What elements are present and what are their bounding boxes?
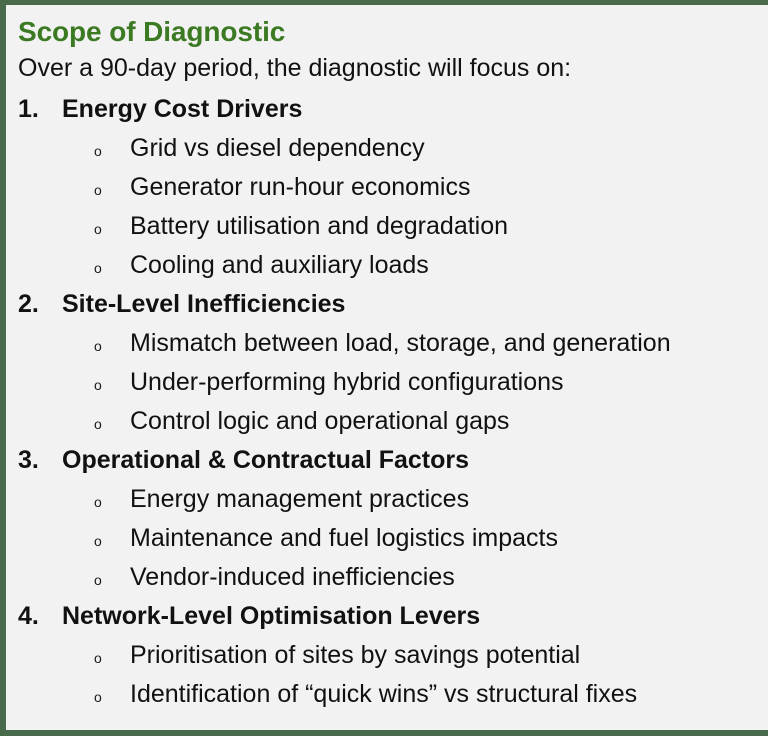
intro-text: Over a 90-day period, the diagnostic wil… bbox=[18, 53, 572, 82]
list-item: o Identification of “quick wins” vs struc… bbox=[18, 675, 764, 714]
circle-bullet-icon: o bbox=[94, 532, 102, 549]
list-item: o Energy management practices bbox=[18, 480, 764, 519]
list-item-label: Maintenance and fuel logistics impacts bbox=[130, 523, 559, 552]
list-item-label: Under-performing hybrid configurations bbox=[130, 367, 564, 396]
circle-bullet-icon: o bbox=[94, 259, 102, 276]
section-sub-list: o Prioritisation of sites by savings pote… bbox=[18, 636, 764, 714]
circle-bullet-icon: o bbox=[94, 415, 102, 432]
outline-section: 4. Network-Level Optimisation Levers o Prio… bbox=[18, 597, 764, 714]
section-heading: 2. Site-Level Inefficiencies bbox=[18, 285, 764, 324]
scope-outline-list: 1. Energy Cost Drivers o Grid vs diesel dep… bbox=[18, 90, 764, 714]
list-item-label: Energy management practices bbox=[130, 484, 470, 513]
list-item: o Grid vs diesel dependency bbox=[18, 129, 764, 168]
circle-bullet-icon: o bbox=[94, 688, 102, 705]
section-number: 4. bbox=[18, 601, 39, 630]
section-heading-label: Energy Cost Drivers bbox=[62, 94, 303, 123]
slide-content: Scope of Diagnostic Over a 90-day period… bbox=[6, 16, 768, 714]
section-sub-list: o Grid vs diesel dependency o Generator run… bbox=[18, 129, 764, 285]
section-heading: 3. Operational & Contractual Factors bbox=[18, 441, 764, 480]
list-item-label: Identification of “quick wins” vs struct… bbox=[130, 679, 638, 708]
section-number: 3. bbox=[18, 445, 39, 474]
circle-bullet-icon: o bbox=[94, 376, 102, 393]
list-item-label: Generator run-hour economics bbox=[130, 172, 471, 201]
list-item: o Vendor-induced inefficiencies bbox=[18, 558, 764, 597]
circle-bullet-icon: o bbox=[94, 571, 102, 588]
list-item-label: Grid vs diesel dependency bbox=[130, 133, 425, 162]
section-sub-list: o Mismatch between load, storage, and gen… bbox=[18, 324, 764, 441]
list-item-label: Vendor-induced inefficiencies bbox=[130, 562, 455, 591]
circle-bullet-icon: o bbox=[94, 220, 102, 237]
list-item: o Maintenance and fuel logistics impacts bbox=[18, 519, 764, 558]
list-item: o Battery utilisation and degradation bbox=[18, 207, 764, 246]
section-number: 2. bbox=[18, 289, 39, 318]
list-item-label: Battery utilisation and degradation bbox=[130, 211, 509, 240]
circle-bullet-icon: o bbox=[94, 649, 102, 666]
outline-section: 3. Operational & Contractual Factors o Ener… bbox=[18, 441, 764, 597]
list-item: o Control logic and operational gaps bbox=[18, 402, 764, 441]
list-item: o Prioritisation of sites by savings pote… bbox=[18, 636, 764, 675]
circle-bullet-icon: o bbox=[94, 493, 102, 510]
outline-section: 1. Energy Cost Drivers o Grid vs diesel dep… bbox=[18, 90, 764, 285]
section-number: 1. bbox=[18, 94, 39, 123]
list-item-label: Prioritisation of sites by savings poten… bbox=[130, 640, 581, 669]
circle-bullet-icon: o bbox=[94, 181, 102, 198]
section-heading-label: Network-Level Optimisation Levers bbox=[62, 601, 481, 630]
section-heading: 1. Energy Cost Drivers bbox=[18, 90, 764, 129]
circle-bullet-icon: o bbox=[94, 142, 102, 159]
list-item-label: Mismatch between load, storage, and gene… bbox=[130, 328, 671, 357]
list-item: o Mismatch between load, storage, and gen… bbox=[18, 324, 764, 363]
section-heading-label: Site-Level Inefficiencies bbox=[62, 289, 346, 318]
list-item: o Under-performing hybrid configurations bbox=[18, 363, 764, 402]
list-item-label: Control logic and operational gaps bbox=[130, 406, 510, 435]
page-title: Scope of Diagnostic bbox=[18, 16, 286, 47]
list-item: o Generator run-hour economics bbox=[18, 168, 764, 207]
section-heading: 4. Network-Level Optimisation Levers bbox=[18, 597, 764, 636]
list-item-label: Cooling and auxiliary loads bbox=[130, 250, 429, 279]
outline-section: 2. Site-Level Inefficiencies o Mismatch bet… bbox=[18, 285, 764, 441]
circle-bullet-icon: o bbox=[94, 337, 102, 354]
section-sub-list: o Energy management practices o Maintenance… bbox=[18, 480, 764, 597]
section-heading-label: Operational & Contractual Factors bbox=[62, 445, 470, 474]
list-item: o Cooling and auxiliary loads bbox=[18, 246, 764, 285]
